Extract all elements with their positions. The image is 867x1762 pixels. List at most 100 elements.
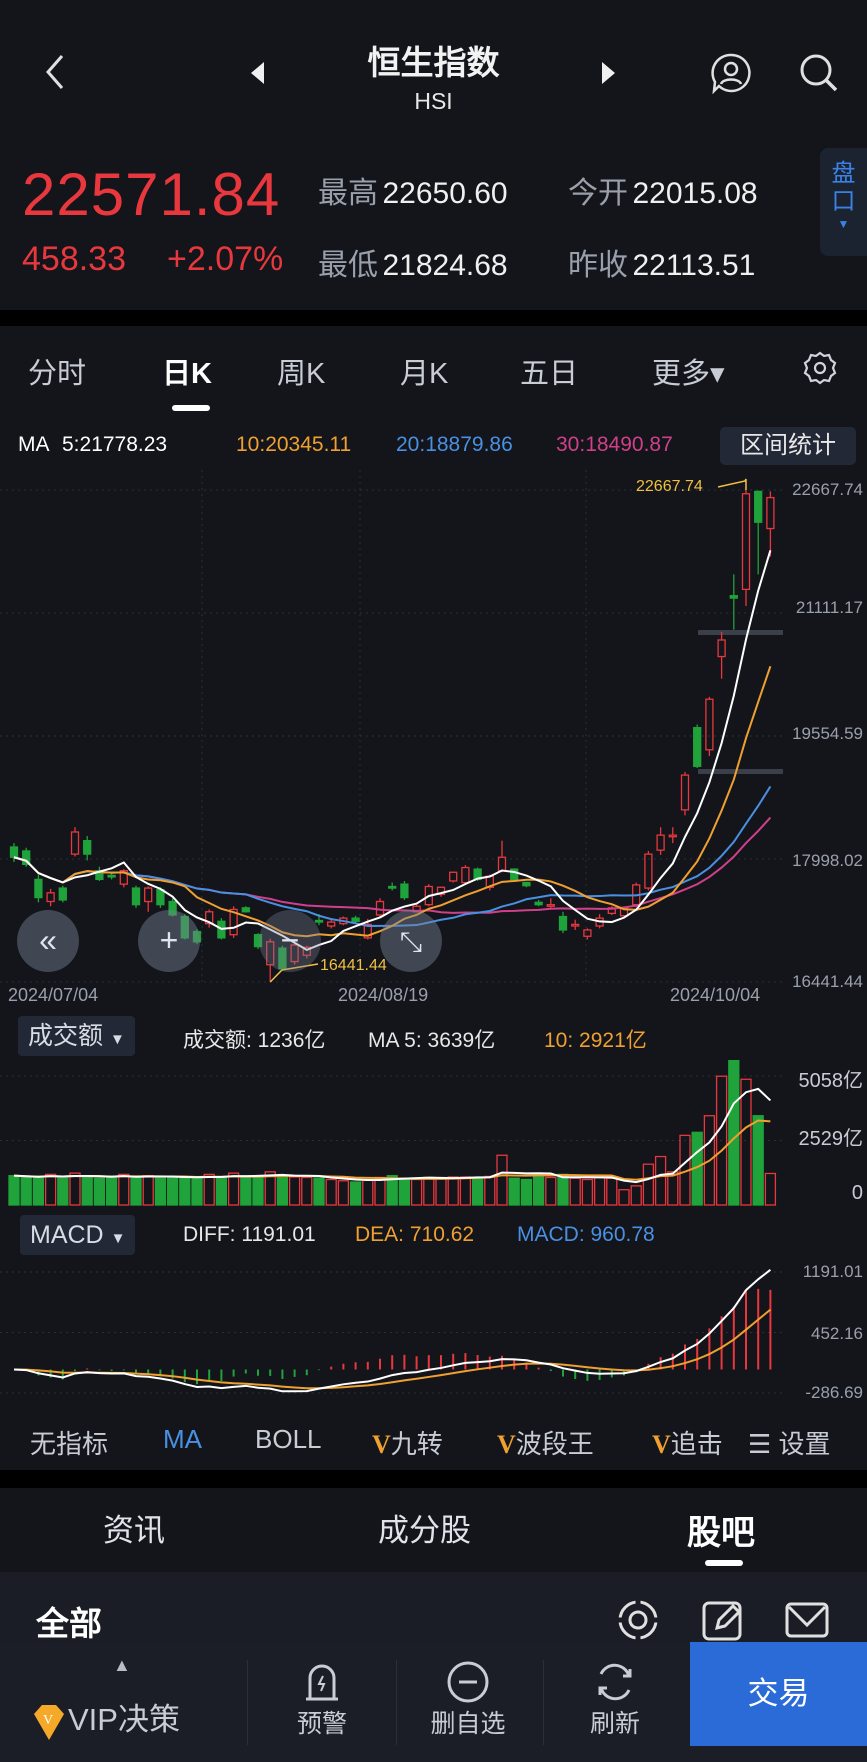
candle-up [70, 831, 80, 855]
low-value: 21824.68 [382, 249, 508, 282]
remove-watchlist-button[interactable]: 删自选 [418, 1660, 518, 1740]
message-button[interactable] [784, 1598, 830, 1642]
order-book-toggle[interactable]: 盘口 ▼ [820, 148, 867, 256]
indicator-label: 九转 [390, 1429, 443, 1459]
candle-up [717, 639, 726, 658]
price-axis-label: 19554.59 [792, 724, 863, 743]
indicator-zhuiji[interactable]: V追击 [652, 1424, 723, 1461]
candle-down [180, 915, 189, 939]
price-axis-label: 21111.17 [795, 598, 863, 617]
volume-bar-down [252, 1176, 264, 1206]
caret-down-icon: ▼ [837, 217, 850, 231]
volume-bar-up [362, 1179, 374, 1206]
index-code: HSI [414, 88, 453, 114]
volume-axis-label: 0 [851, 1182, 863, 1204]
volume-bar-up [630, 1185, 642, 1206]
volume-bar-up [410, 1178, 423, 1206]
candle-down [278, 947, 287, 970]
candle-down [192, 930, 202, 943]
indicator-jiuzhuan[interactable]: V九转 [372, 1424, 443, 1461]
macd-dea: DEA: 710.62 [355, 1223, 475, 1246]
volume-ma10: 10: 2921亿 [544, 1029, 647, 1052]
zoom-out-button[interactable]: − [259, 910, 321, 972]
tab-intraday[interactable]: 分时 [28, 358, 87, 390]
tab-constituents[interactable]: 成分股 [378, 1513, 471, 1548]
volume-bar-up [142, 1175, 154, 1206]
search-button[interactable] [798, 52, 840, 94]
dea-line [13, 1308, 772, 1390]
tab-more[interactable]: 更多▾ [652, 358, 725, 390]
target-button[interactable] [616, 1598, 660, 1642]
open-label: 今开 [568, 177, 628, 210]
user-chat-icon [711, 53, 751, 94]
price-change-pct: +2.07% [167, 240, 284, 278]
next-index-button[interactable] [600, 60, 618, 86]
indicator-none[interactable]: 无指标 [30, 1429, 109, 1459]
price-axis-label: 17998.02 [792, 851, 863, 870]
trade-button[interactable]: 交易 [690, 1642, 867, 1746]
volume-bar-down [398, 1177, 411, 1206]
prev-index-button[interactable] [248, 60, 266, 86]
volume-bar-up [667, 1171, 679, 1206]
vip-v-icon: V [497, 1430, 516, 1459]
candle-down [388, 885, 397, 889]
candle-up [290, 944, 299, 963]
volume-bar-down [508, 1177, 520, 1206]
candle-down [156, 889, 165, 906]
mail-icon [785, 1602, 829, 1638]
volume-ma5: MA 5: 3639亿 [368, 1029, 496, 1052]
scroll-to-start-button[interactable]: « [17, 910, 79, 972]
volume-axis-label: 2529亿 [798, 1128, 864, 1150]
alert-button[interactable]: 预警 [282, 1660, 362, 1740]
tab-monthly-k[interactable]: 月K [400, 358, 449, 390]
candlestick-chart[interactable] [0, 470, 867, 1000]
tab-daily-k[interactable]: 日K [162, 358, 212, 390]
volume-bar-down [471, 1176, 484, 1206]
tab-forum[interactable]: 股吧 [687, 1514, 755, 1552]
ma20-value: 20:18879.86 [396, 433, 513, 456]
chart-settings-button[interactable] [802, 350, 838, 386]
volume-bar-down [57, 1177, 69, 1206]
volume-bar-down [191, 1177, 203, 1206]
zoom-in-button[interactable]: + [138, 910, 200, 972]
ma-legend-prefix: MA [18, 433, 50, 456]
indicator-ma[interactable]: MA [163, 1424, 202, 1454]
tab-news[interactable]: 资讯 [103, 1513, 165, 1548]
forum-filter-all[interactable]: 全部 [36, 1605, 102, 1642]
range-stats-button[interactable]: 区间统计 [720, 427, 856, 465]
refresh-button[interactable]: 刷新 [575, 1660, 655, 1740]
macd-indicator-select[interactable]: MACD ▼ [20, 1215, 136, 1255]
volume-bar-up [642, 1163, 655, 1206]
tab-five-day[interactable]: 五日 [520, 358, 579, 390]
expand-icon: ⤡ [399, 926, 423, 957]
candle-up [546, 904, 555, 907]
candle-down [693, 727, 702, 768]
ma30-line [13, 816, 772, 914]
community-button[interactable] [710, 52, 752, 94]
indicator-settings[interactable]: ☰ 设置 [748, 1424, 831, 1461]
tab-weekly-k[interactable]: 周K [277, 358, 326, 390]
candle-up [327, 921, 336, 927]
ma10-line [13, 665, 772, 938]
macd-axis-label: 1191.01 [802, 1262, 863, 1281]
vip-decision-button[interactable]: V VIP决策 [30, 1694, 180, 1742]
volume-indicator-select[interactable]: 成交额 ▼ [18, 1016, 135, 1056]
high-stat: 最高 22650.60 [318, 168, 508, 212]
volume-bar-down [105, 1176, 118, 1206]
edit-icon [702, 1601, 742, 1641]
volume-bar-down [20, 1176, 32, 1206]
refresh-icon [598, 1663, 632, 1701]
indicator-boduanwang[interactable]: V波段王 [497, 1424, 594, 1461]
fullscreen-button[interactable]: ⤡ [380, 910, 442, 972]
volume-bar-down [130, 1176, 142, 1206]
post-button[interactable] [701, 1598, 745, 1642]
gap-marker [698, 630, 783, 635]
triangle-left-icon [251, 62, 264, 84]
volume-ma5-line [13, 1087, 772, 1184]
volume-bar-up [203, 1173, 215, 1206]
back-button[interactable] [40, 52, 70, 92]
indicator-boll[interactable]: BOLL [255, 1424, 322, 1454]
ma10-value: 10:20345.11 [236, 433, 352, 456]
divider [0, 1470, 867, 1488]
price-change: 458.33 [22, 240, 126, 278]
